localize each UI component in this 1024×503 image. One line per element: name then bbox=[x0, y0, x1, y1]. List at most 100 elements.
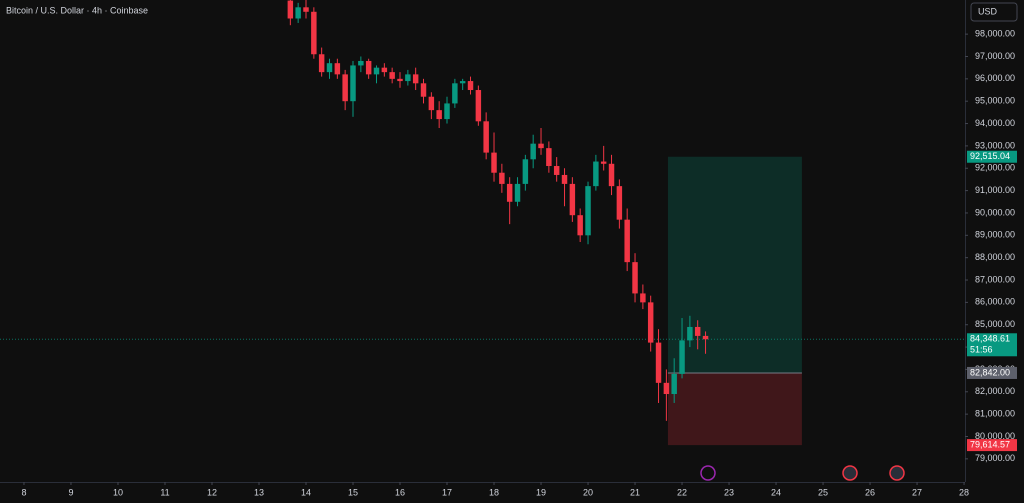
candle-body bbox=[546, 148, 552, 167]
y-tick-label: 88,000.00 bbox=[975, 252, 1015, 262]
currency-button-label[interactable]: USD bbox=[978, 6, 998, 16]
candle-body bbox=[311, 11, 317, 55]
candle-body bbox=[303, 7, 309, 12]
x-tick-label: 11 bbox=[160, 487, 169, 497]
x-tick-label: 24 bbox=[771, 487, 781, 497]
x-tick-label: 12 bbox=[207, 487, 217, 497]
candle-body bbox=[694, 326, 701, 336]
last-price-label: 84,348.61 bbox=[970, 334, 1010, 344]
x-tick-label: 20 bbox=[583, 487, 593, 497]
y-tick-label: 93,000.00 bbox=[975, 140, 1015, 150]
x-tick-label: 26 bbox=[865, 487, 875, 497]
x-tick-label: 23 bbox=[724, 487, 734, 497]
profit-zone bbox=[667, 156, 802, 373]
candle-body bbox=[358, 60, 364, 66]
y-tick-label: 89,000.00 bbox=[975, 230, 1015, 240]
candle-body bbox=[600, 161, 607, 164]
candle-body bbox=[459, 81, 466, 84]
candle-body bbox=[412, 74, 419, 84]
last-price-box bbox=[967, 333, 1017, 357]
x-tick-label: 17 bbox=[442, 487, 452, 497]
plot-area bbox=[0, 0, 965, 446]
candle-body bbox=[499, 172, 505, 184]
candle-body bbox=[522, 159, 529, 184]
candle-body bbox=[467, 81, 474, 91]
stop-label: 79,614.57 bbox=[970, 439, 1010, 449]
candle-body bbox=[624, 219, 630, 263]
candle-body bbox=[483, 121, 489, 153]
candle-body bbox=[561, 174, 568, 184]
loss-zone bbox=[667, 372, 802, 446]
event-icon[interactable] bbox=[889, 465, 905, 481]
x-tick-label: 18 bbox=[489, 487, 499, 497]
candle-body bbox=[452, 83, 458, 104]
candle-body bbox=[428, 96, 435, 111]
entry-label-box bbox=[967, 366, 1017, 379]
candle-body bbox=[326, 63, 333, 73]
y-tick-label: 80,000.00 bbox=[975, 431, 1015, 441]
x-tick-label: 21 bbox=[630, 487, 640, 497]
candle-body bbox=[506, 183, 513, 202]
candle-body bbox=[444, 103, 450, 120]
candle-body bbox=[632, 262, 638, 294]
y-tick-label: 82,000.00 bbox=[975, 386, 1015, 396]
candle-body bbox=[538, 143, 544, 149]
candle-body bbox=[318, 54, 325, 73]
y-tick-label: 97,000.00 bbox=[975, 51, 1015, 61]
candle-body bbox=[585, 186, 591, 236]
y-tick-label: 98,000.00 bbox=[975, 29, 1015, 39]
candle-body bbox=[640, 293, 646, 303]
candle-body bbox=[491, 152, 497, 173]
candle-body bbox=[569, 183, 576, 216]
event-icons bbox=[700, 465, 905, 481]
candle-body bbox=[593, 161, 599, 187]
x-tick-label: 16 bbox=[395, 487, 405, 497]
candle-body bbox=[608, 163, 615, 187]
candle-body bbox=[342, 74, 348, 102]
candle-body bbox=[655, 342, 662, 383]
x-tick-label: 8 bbox=[21, 487, 26, 497]
event-icon[interactable] bbox=[842, 465, 858, 481]
candle-body bbox=[334, 63, 341, 75]
y-tick-label: 90,000.00 bbox=[975, 207, 1015, 217]
y-tick-label: 79,000.00 bbox=[975, 453, 1015, 463]
candle-body bbox=[663, 382, 670, 395]
candle-body bbox=[553, 166, 560, 175]
candle-body bbox=[514, 183, 521, 202]
candle-body bbox=[436, 110, 442, 120]
candle-body bbox=[475, 90, 482, 122]
candle-body bbox=[577, 215, 583, 236]
y-tick-label: 81,000.00 bbox=[975, 409, 1015, 419]
candle-body bbox=[687, 326, 693, 341]
candle-body bbox=[647, 302, 654, 343]
y-tick-label: 85,000.00 bbox=[975, 319, 1015, 329]
y-tick-label: 86,000.00 bbox=[975, 297, 1015, 307]
x-tick-label: 27 bbox=[912, 487, 922, 497]
candle-body bbox=[295, 7, 301, 19]
y-tick-label: 92,000.00 bbox=[975, 163, 1015, 173]
candle-body bbox=[373, 67, 380, 75]
x-tick-label: 28 bbox=[959, 487, 969, 497]
y-tick-label: 95,000.00 bbox=[975, 96, 1015, 106]
candle-body bbox=[405, 74, 411, 82]
candle-body bbox=[287, 0, 294, 19]
candle-body bbox=[679, 340, 685, 374]
x-tick-label: 15 bbox=[348, 487, 358, 497]
currency-button[interactable] bbox=[970, 2, 1018, 22]
event-icon[interactable] bbox=[700, 465, 716, 481]
candle-body bbox=[420, 83, 427, 97]
target-label-box bbox=[967, 150, 1017, 163]
candle-body bbox=[365, 60, 372, 75]
countdown-label: 51:56 bbox=[970, 345, 993, 355]
x-tick-label: 9 bbox=[68, 487, 73, 497]
candle-body bbox=[671, 373, 677, 395]
candle-body bbox=[389, 72, 395, 79]
x-tick-label: 13 bbox=[254, 487, 264, 497]
candle-body bbox=[350, 65, 356, 102]
entry-label: 82,842.00 bbox=[970, 367, 1010, 377]
y-tick-label: 96,000.00 bbox=[975, 73, 1015, 83]
y-tick-label: 94,000.00 bbox=[975, 118, 1015, 128]
candle-body bbox=[530, 143, 536, 160]
candle-body bbox=[397, 78, 403, 82]
